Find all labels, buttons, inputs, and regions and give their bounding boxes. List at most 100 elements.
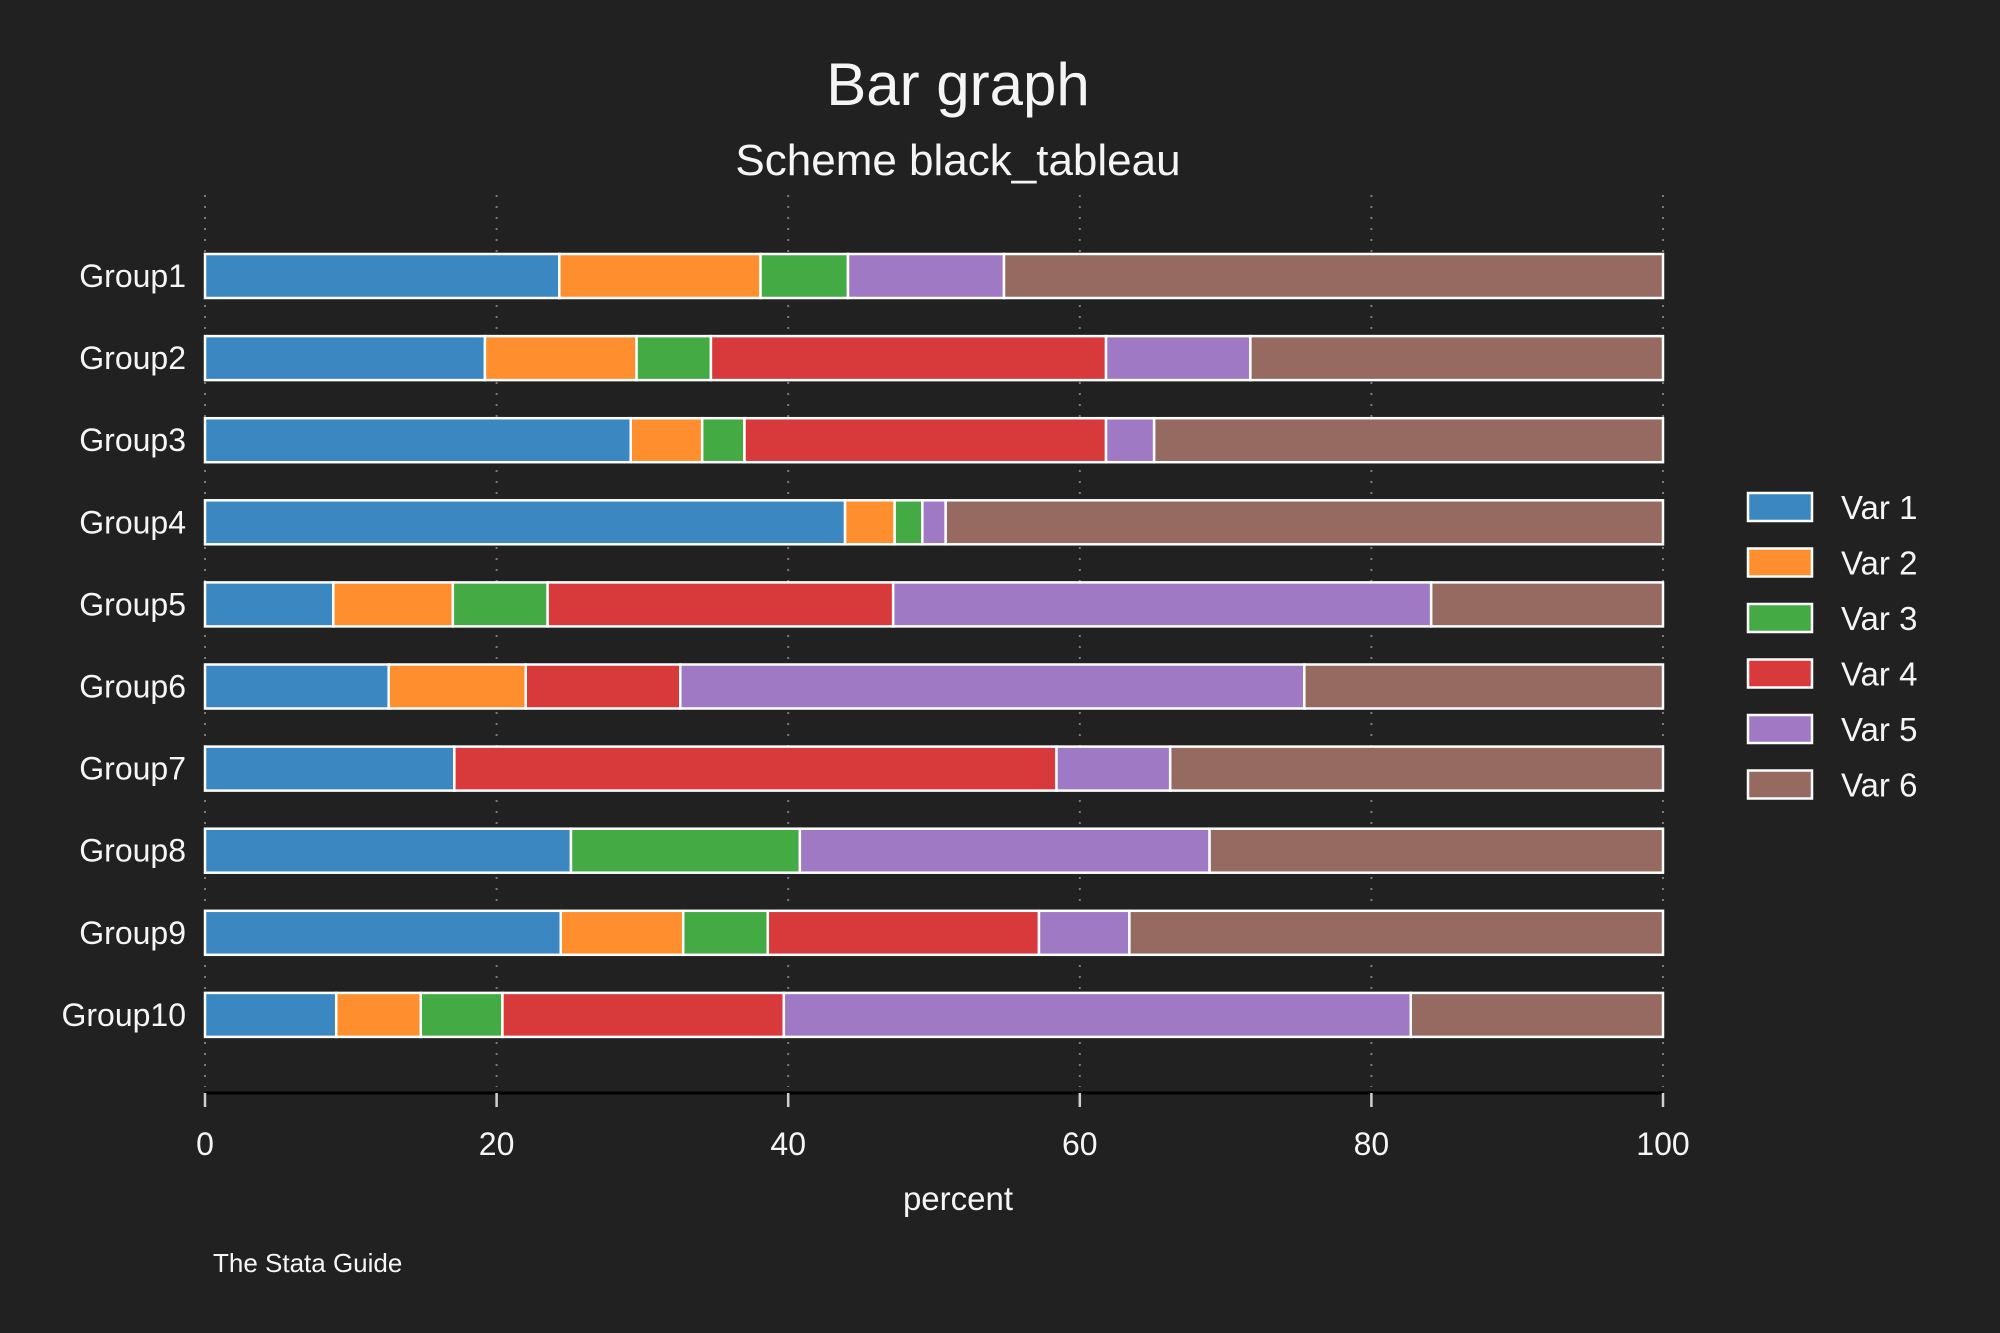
category-label: Group8 (79, 833, 186, 869)
category-label: Group7 (79, 751, 186, 787)
chart-subtitle: Scheme black_tableau (735, 136, 1180, 185)
legend-swatch (1746, 491, 1814, 523)
legend-label: Var 5 (1841, 711, 1917, 748)
legend-label: Var 1 (1841, 489, 1917, 526)
bar-segment (332, 581, 455, 628)
bar-row (203, 252, 1665, 300)
bar-segment (891, 581, 1433, 628)
bar-row (203, 581, 1665, 628)
category-label: Group4 (79, 504, 186, 540)
legend-label: Var 2 (1841, 545, 1917, 582)
bar-segment (921, 499, 947, 546)
bar-segment (1037, 909, 1131, 957)
bar-segment (203, 663, 390, 710)
bar-segment (743, 416, 1108, 464)
legend-swatch (1746, 602, 1814, 634)
x-tick-label: 100 (1636, 1126, 1689, 1162)
bar-segment (524, 663, 682, 710)
chart-title: Bar graph (826, 51, 1090, 118)
bar-segment (203, 581, 335, 628)
bar-row (203, 909, 1665, 957)
bar-segment (709, 334, 1108, 382)
category-label: Group9 (79, 915, 186, 951)
x-tick-label: 40 (770, 1126, 806, 1162)
x-tick-label: 60 (1062, 1126, 1098, 1162)
legend-item: Var 6 (1746, 767, 1917, 804)
bar-segment (782, 991, 1413, 1039)
bar-segment (629, 416, 704, 464)
bar-segment (559, 909, 685, 957)
bar-segment (203, 499, 847, 546)
bar-segment (893, 499, 924, 546)
legend-swatch (1746, 547, 1814, 578)
bar-segment (1104, 334, 1252, 382)
bar-row (203, 663, 1665, 710)
legend-item: Var 5 (1746, 711, 1917, 748)
legend-item: Var 2 (1746, 545, 1917, 582)
bar-segment (569, 827, 802, 874)
legend-item: Var 4 (1746, 656, 1917, 693)
category-label: Group2 (79, 340, 186, 376)
bar-segment (681, 909, 770, 957)
x-axis: 0 20 40 60 80 100 (196, 1091, 1690, 1162)
legend: Var 1 Var 2 Var 3 Var 4 Var 5 Var 6 (1746, 489, 1917, 804)
legend-swatch (1746, 658, 1814, 689)
bar-segment (846, 252, 1006, 300)
bar-row (203, 827, 1665, 874)
legend-label: Var 3 (1841, 600, 1917, 637)
bar-segment (1002, 252, 1665, 300)
category-label: Group3 (79, 422, 186, 458)
bar-segment (1104, 416, 1156, 464)
bar-segment (453, 745, 1058, 792)
bar-segment (546, 581, 895, 628)
bars-group (203, 252, 1665, 1039)
bar-segment (419, 991, 504, 1039)
category-label: Group1 (79, 258, 186, 294)
bar-segment (766, 909, 1041, 957)
bar-segment (1168, 745, 1665, 792)
bar-segment (843, 499, 896, 546)
bar-segment (944, 499, 1665, 546)
bar-row (203, 991, 1665, 1039)
legend-item: Var 1 (1746, 489, 1917, 526)
legend-swatch (1746, 713, 1814, 745)
bar-segment (1055, 745, 1172, 792)
bar-segment (759, 252, 850, 300)
bar-segment (1249, 334, 1665, 382)
bar-row (203, 416, 1665, 464)
bar-segment (1429, 581, 1665, 628)
bar-segment (203, 745, 456, 792)
bar-segment (203, 827, 573, 874)
bar-segment (334, 991, 423, 1039)
category-axis: Group1 Group2 Group3 Group4 Group5 Group6 Grou… (61, 258, 186, 1033)
bar-segment (635, 334, 713, 382)
category-label: Group6 (79, 669, 186, 705)
bar-segment (203, 252, 561, 300)
bar-row (203, 499, 1665, 546)
bar-segment (558, 252, 762, 300)
bar-segment (1128, 909, 1665, 957)
bar-segment (1303, 663, 1665, 710)
bar-segment (1409, 991, 1665, 1039)
bar-segment (203, 334, 487, 382)
bar-segment (451, 581, 549, 628)
bar-segment (203, 991, 338, 1039)
bar-segment (1152, 416, 1665, 464)
bar-segment (679, 663, 1306, 710)
x-tick-label: 0 (196, 1126, 214, 1162)
bar-segment (1208, 827, 1665, 874)
bar-segment (798, 827, 1211, 874)
bar-segment (203, 909, 563, 957)
bar-segment (387, 663, 528, 710)
category-label: Group10 (61, 997, 186, 1033)
chart-note: The Stata Guide (213, 1248, 402, 1278)
x-tick-label: 20 (479, 1126, 515, 1162)
legend-label: Var 4 (1841, 656, 1917, 693)
bar-row (203, 745, 1665, 792)
legend-swatch (1746, 769, 1814, 800)
legend-item: Var 3 (1746, 600, 1917, 637)
bar-row (203, 334, 1665, 382)
bar-segment (203, 416, 632, 464)
